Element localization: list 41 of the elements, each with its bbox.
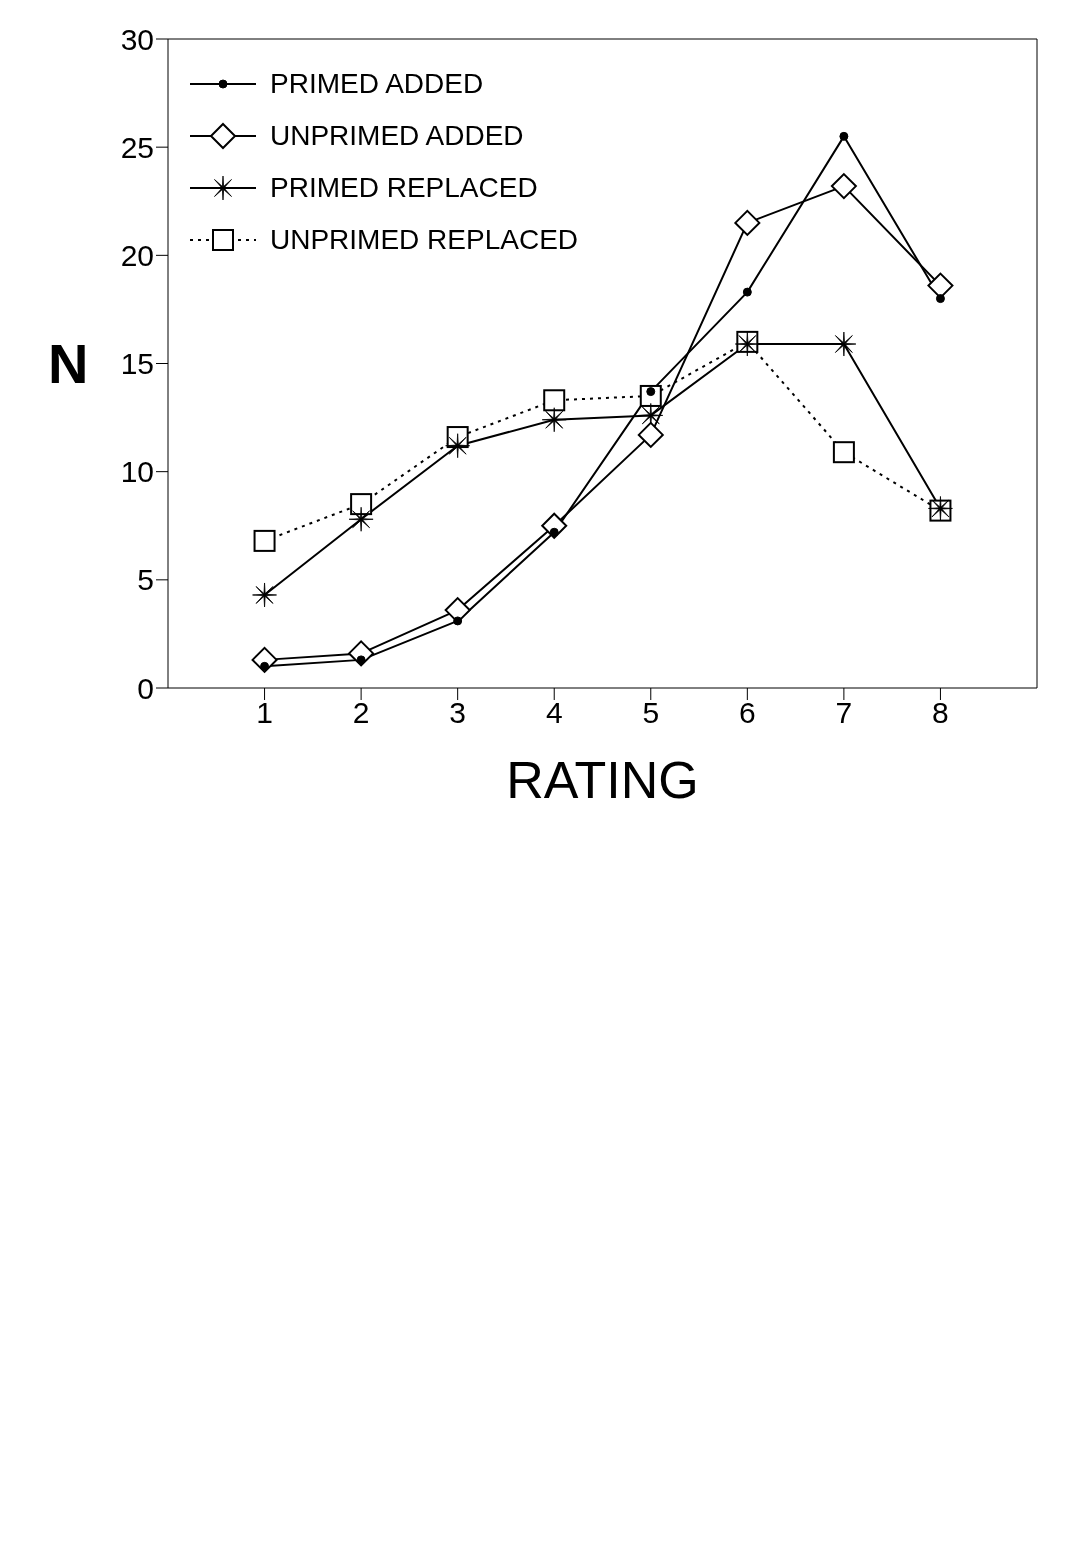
x-tick-label: 7 <box>835 696 853 730</box>
x-tick-label: 1 <box>256 696 273 730</box>
x-axis-title: RATING <box>506 751 699 809</box>
x-tick-label: 6 <box>738 696 756 730</box>
point <box>445 433 471 459</box>
x-tick-label: 5 <box>642 696 660 730</box>
x-tick-label: 8 <box>932 696 949 730</box>
y-tick-label: 20 <box>120 238 154 272</box>
x-tick-label: 3 <box>449 696 467 730</box>
point <box>252 582 277 608</box>
point <box>453 616 463 626</box>
point <box>831 331 857 357</box>
point <box>637 421 664 448</box>
y-tick-label: 10 <box>120 455 154 489</box>
y-axis-title: N <box>48 332 89 396</box>
point <box>356 655 366 665</box>
legend-label: UNPRIMED REPLACED <box>270 224 579 256</box>
legend-label: UNPRIMED ADDED <box>270 120 524 152</box>
point <box>260 661 270 671</box>
y-tick-label: 0 <box>137 671 154 705</box>
point <box>935 294 945 304</box>
point <box>638 403 664 428</box>
y-tick-label: 15 <box>120 347 154 381</box>
point <box>832 441 855 464</box>
y-tick-label: 30 <box>120 22 154 56</box>
point <box>348 506 374 532</box>
point <box>253 529 276 552</box>
point <box>734 209 761 236</box>
point <box>742 287 752 297</box>
y-tick-label: 5 <box>137 563 154 597</box>
point <box>549 527 559 537</box>
x-tick-label: 2 <box>352 696 370 730</box>
legend-label: PRIMED REPLACED <box>270 172 538 204</box>
legend-label: PRIMED ADDED <box>270 68 484 100</box>
x-tick-label: 4 <box>545 696 563 730</box>
point <box>350 493 373 516</box>
point <box>541 407 567 433</box>
point <box>839 131 849 141</box>
y-tick-label: 25 <box>120 130 154 164</box>
point <box>543 389 566 412</box>
point <box>830 173 857 200</box>
